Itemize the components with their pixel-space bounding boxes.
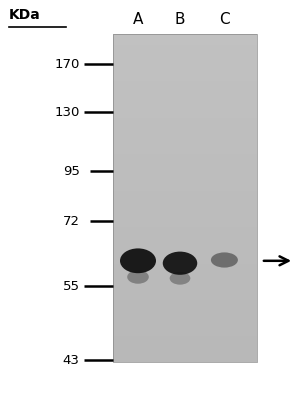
- Text: 130: 130: [54, 106, 80, 118]
- Ellipse shape: [120, 248, 156, 273]
- Text: 72: 72: [62, 215, 80, 228]
- Ellipse shape: [170, 272, 190, 285]
- Text: A: A: [133, 12, 143, 28]
- Text: 55: 55: [62, 280, 80, 292]
- Text: KDa: KDa: [9, 8, 41, 22]
- Text: C: C: [219, 12, 230, 28]
- Ellipse shape: [163, 252, 197, 275]
- Text: 95: 95: [63, 165, 80, 178]
- Text: 43: 43: [63, 354, 80, 366]
- Bar: [112, 34, 256, 362]
- Text: B: B: [175, 12, 185, 28]
- Text: 170: 170: [54, 58, 80, 70]
- Ellipse shape: [127, 270, 149, 284]
- Ellipse shape: [211, 252, 238, 268]
